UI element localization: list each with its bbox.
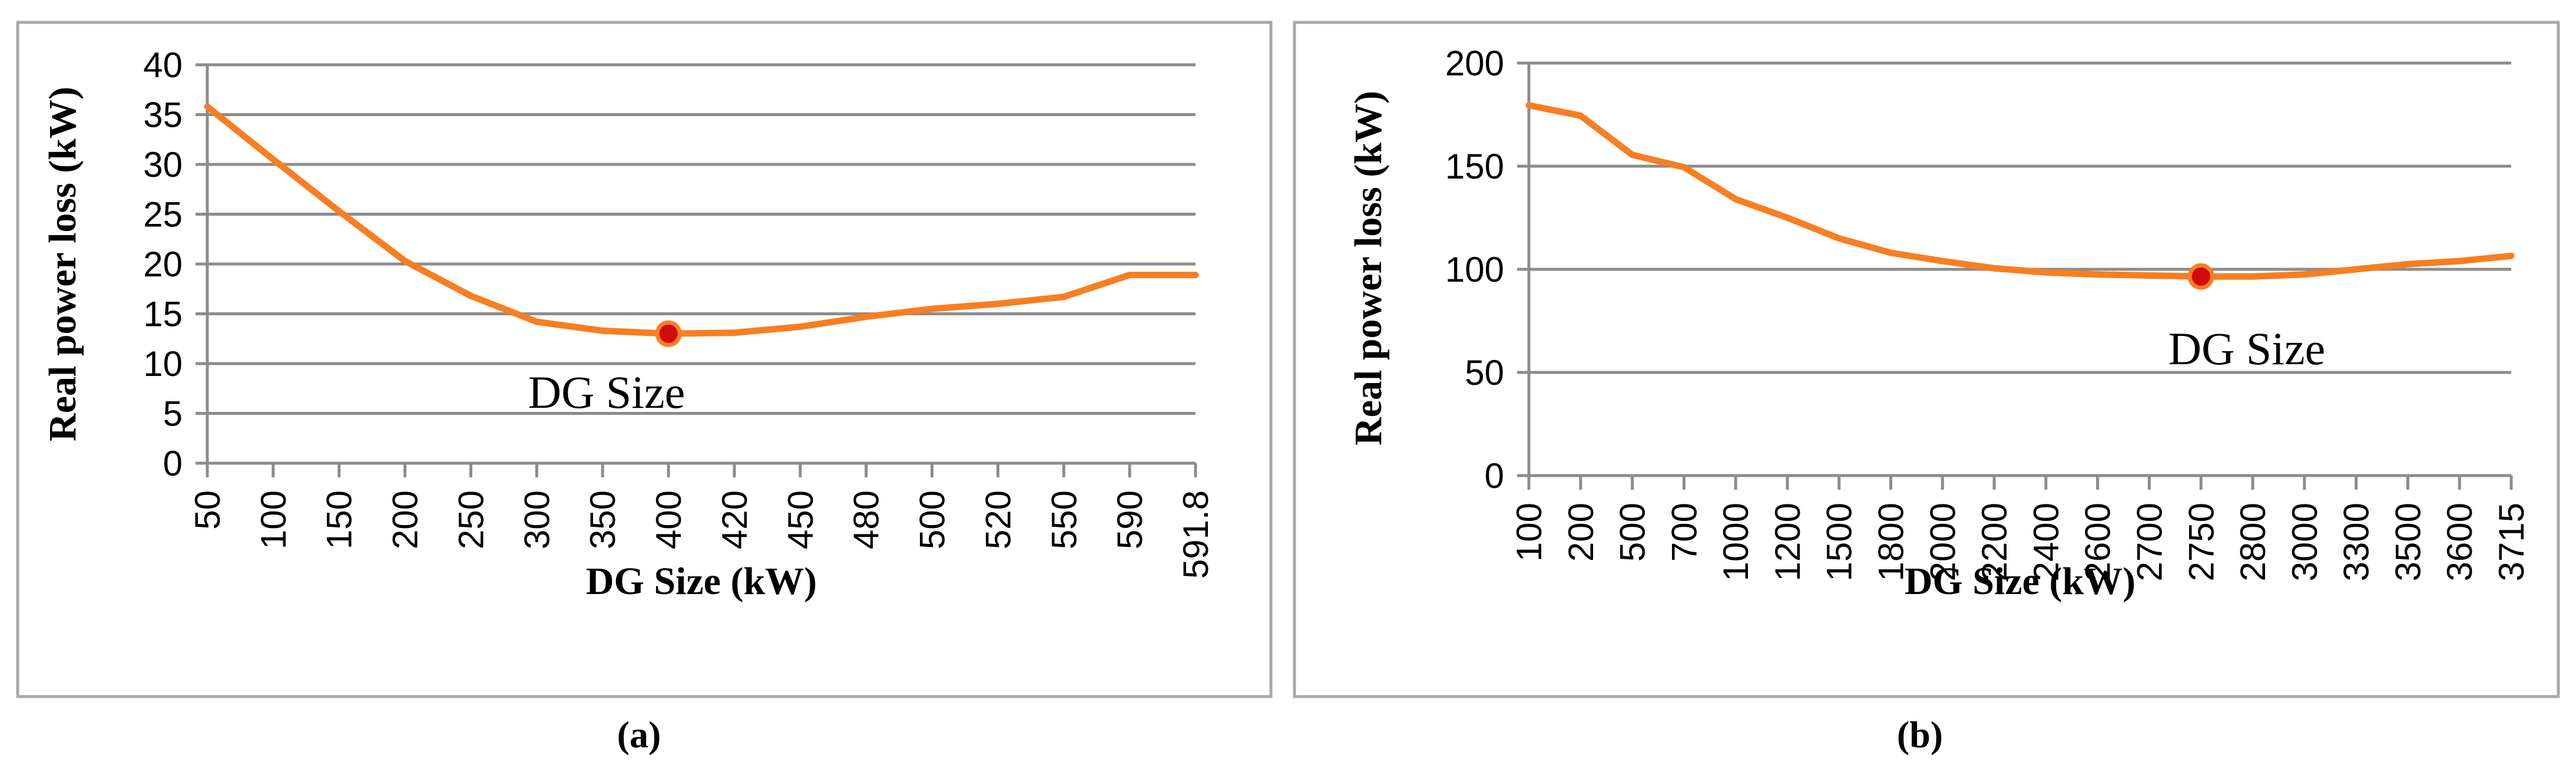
x-tick-label: 200	[1561, 503, 1601, 562]
chart-b-annotation: DG Size	[2168, 323, 2325, 374]
panel-a-border	[16, 21, 1273, 698]
x-tick-label: 520	[978, 490, 1018, 549]
x-tick-label: 550	[1044, 490, 1084, 549]
x-tick-label: 1000	[1716, 503, 1756, 581]
chart-a: 0 5 10 15 20 25 30 35 40 50 100 150 200 250 300 350 400 4…	[41, 45, 1216, 755]
series-line	[1525, 102, 2515, 280]
y-tick-label: 10	[143, 344, 183, 384]
x-tick-label: 100	[1509, 503, 1549, 562]
x-tick-label: 2700	[2130, 503, 2169, 581]
x-tick-label: 2600	[2078, 503, 2118, 581]
y-tick-label: 200	[1445, 44, 1504, 83]
x-tick-label: 2750	[2181, 503, 2221, 581]
y-tick-label: 0	[1485, 456, 1504, 496]
x-tick-label: 1200	[1768, 503, 1807, 581]
y-tick-label: 35	[143, 95, 183, 135]
x-tick-label: 2000	[1923, 503, 1962, 581]
y-tick-label: 5	[163, 394, 183, 434]
x-tick-label: 2200	[1975, 503, 2014, 581]
x-tick-label: 200	[386, 490, 425, 549]
chart-b: 0 50 100 150 200 100 200 500 700 1000 1200 1500 1800…	[1347, 44, 2531, 755]
x-tick-label: 480	[847, 490, 886, 549]
chart-a-generated: 0 5 10 15 20 25 30 35 40 50 100 150 200 250 300 350 400 4…	[143, 45, 1216, 579]
highlight-dot	[655, 320, 682, 347]
x-tick-label: 591.8	[1176, 490, 1216, 579]
x-tick-label: 1500	[1820, 503, 1859, 581]
y-tick-label: 0	[163, 444, 183, 483]
x-tick-label: 150	[320, 490, 359, 549]
x-tick-label: 400	[649, 490, 688, 549]
chart-a-x-axis-title: DG Size (kW)	[586, 560, 817, 603]
x-tick-label: 3000	[2285, 503, 2325, 581]
chart-b-generated: 0 50 100 150 200 100 200 500 700 1000 1200 1500 1800…	[1445, 44, 2531, 581]
chart-a-annotation: DG Size	[528, 367, 685, 418]
y-tick-label: 40	[143, 45, 183, 85]
chart-b-y-axis-title: Real power loss (kW)	[1347, 91, 1390, 446]
x-tick-label: 3600	[2440, 503, 2479, 581]
y-tick-label: 20	[143, 245, 183, 284]
highlight-dot	[2187, 263, 2214, 290]
y-tick-label: 50	[1465, 353, 1504, 392]
x-tick-label: 500	[1613, 503, 1653, 562]
x-tick-label: 100	[254, 490, 293, 549]
y-tick-label: 15	[143, 295, 183, 334]
x-tick-label: 500	[913, 490, 952, 549]
y-tick-label: 30	[143, 145, 183, 184]
x-tick-label: 420	[715, 490, 754, 549]
x-tick-label: 3715	[2492, 503, 2531, 581]
x-tick-label: 350	[583, 490, 623, 549]
x-tick-label: 250	[451, 490, 491, 549]
x-tick-label: 2400	[2027, 503, 2066, 581]
series-line	[204, 103, 1199, 337]
x-tick-label: 700	[1664, 503, 1704, 562]
x-tick-label: 450	[781, 490, 820, 549]
y-tick-label: 25	[143, 195, 183, 235]
chart-b-x-axis-title: DG Size (kW)	[1905, 560, 2135, 603]
y-tick-label: 150	[1445, 147, 1504, 186]
x-tick-label: 3500	[2388, 503, 2428, 581]
chart-a-y-axis-title: Real power loss (kW)	[41, 87, 84, 441]
x-tick-label: 590	[1110, 490, 1150, 549]
x-tick-label: 50	[188, 490, 227, 530]
panel-b-caption: (b)	[1897, 714, 1943, 755]
x-tick-label: 300	[517, 490, 557, 549]
x-tick-label: 2800	[2233, 503, 2273, 581]
y-tick-label: 100	[1445, 250, 1504, 289]
panel-b-border	[1293, 21, 2560, 698]
panel-a-caption: (a)	[617, 714, 661, 755]
x-tick-label: 1800	[1872, 503, 1911, 581]
x-tick-label: 3300	[2337, 503, 2376, 581]
